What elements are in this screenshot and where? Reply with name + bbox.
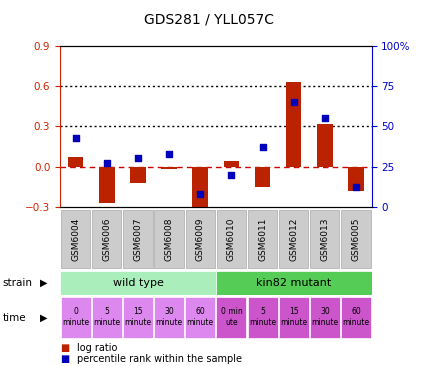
Text: 15
minute: 15 minute [125, 307, 151, 327]
Text: kin82 mutant: kin82 mutant [256, 278, 332, 288]
Text: percentile rank within the sample: percentile rank within the sample [77, 354, 242, 365]
Text: GSM6013: GSM6013 [320, 217, 329, 261]
Text: 0
minute: 0 minute [62, 307, 89, 327]
Bar [224, 161, 239, 167]
Text: GSM6012: GSM6012 [289, 217, 298, 261]
FancyBboxPatch shape [154, 210, 184, 268]
FancyBboxPatch shape [185, 297, 215, 338]
FancyBboxPatch shape [186, 210, 215, 268]
FancyBboxPatch shape [217, 210, 246, 268]
Point [103, 160, 110, 166]
FancyBboxPatch shape [61, 297, 91, 338]
Point [166, 151, 173, 157]
FancyBboxPatch shape [341, 210, 371, 268]
FancyBboxPatch shape [123, 297, 153, 338]
Text: log ratio: log ratio [77, 343, 117, 354]
Text: wild type: wild type [113, 278, 163, 288]
Bar [130, 167, 146, 183]
FancyBboxPatch shape [123, 210, 153, 268]
Point [259, 144, 266, 150]
Text: GSM6007: GSM6007 [134, 217, 142, 261]
Text: 60
minute: 60 minute [343, 307, 369, 327]
Text: GSM6011: GSM6011 [258, 217, 267, 261]
FancyBboxPatch shape [92, 210, 121, 268]
Text: strain: strain [2, 278, 32, 288]
Text: 60
minute: 60 minute [187, 307, 214, 327]
FancyBboxPatch shape [279, 297, 309, 338]
FancyBboxPatch shape [247, 297, 278, 338]
FancyBboxPatch shape [216, 297, 247, 338]
Bar [68, 157, 84, 167]
Text: 5
minute: 5 minute [93, 307, 120, 327]
Text: GDS281 / YLL057C: GDS281 / YLL057C [144, 13, 274, 27]
Text: ■: ■ [60, 354, 69, 365]
Text: 15
minute: 15 minute [280, 307, 307, 327]
FancyBboxPatch shape [61, 210, 90, 268]
FancyBboxPatch shape [60, 271, 216, 295]
Point [197, 191, 204, 197]
Bar [255, 167, 271, 187]
Text: GSM6008: GSM6008 [165, 217, 174, 261]
Text: GSM6006: GSM6006 [102, 217, 111, 261]
FancyBboxPatch shape [248, 210, 277, 268]
Text: ▶: ▶ [40, 278, 47, 288]
Text: GSM6009: GSM6009 [196, 217, 205, 261]
Text: GSM6004: GSM6004 [71, 217, 80, 261]
Text: 5
minute: 5 minute [249, 307, 276, 327]
Bar [99, 167, 115, 203]
Text: 30
minute: 30 minute [156, 307, 182, 327]
FancyBboxPatch shape [341, 297, 371, 338]
Text: 0 min
ute: 0 min ute [221, 307, 242, 327]
FancyBboxPatch shape [154, 297, 184, 338]
FancyBboxPatch shape [92, 297, 122, 338]
Text: GSM6010: GSM6010 [227, 217, 236, 261]
Text: ■: ■ [60, 343, 69, 354]
Bar [286, 82, 302, 167]
Text: ▶: ▶ [40, 313, 47, 322]
FancyBboxPatch shape [216, 271, 372, 295]
FancyBboxPatch shape [279, 210, 308, 268]
Bar [162, 167, 177, 169]
Point [352, 184, 360, 190]
Text: 30
minute: 30 minute [312, 307, 338, 327]
Bar [317, 124, 333, 167]
Point [134, 156, 142, 161]
Point [72, 135, 79, 141]
Bar [193, 167, 208, 216]
FancyBboxPatch shape [310, 210, 340, 268]
Text: GSM6005: GSM6005 [352, 217, 360, 261]
Text: time: time [2, 313, 26, 322]
Point [290, 99, 297, 105]
Point [228, 172, 235, 178]
Bar [348, 167, 364, 191]
FancyBboxPatch shape [310, 297, 340, 338]
Point [321, 115, 328, 121]
